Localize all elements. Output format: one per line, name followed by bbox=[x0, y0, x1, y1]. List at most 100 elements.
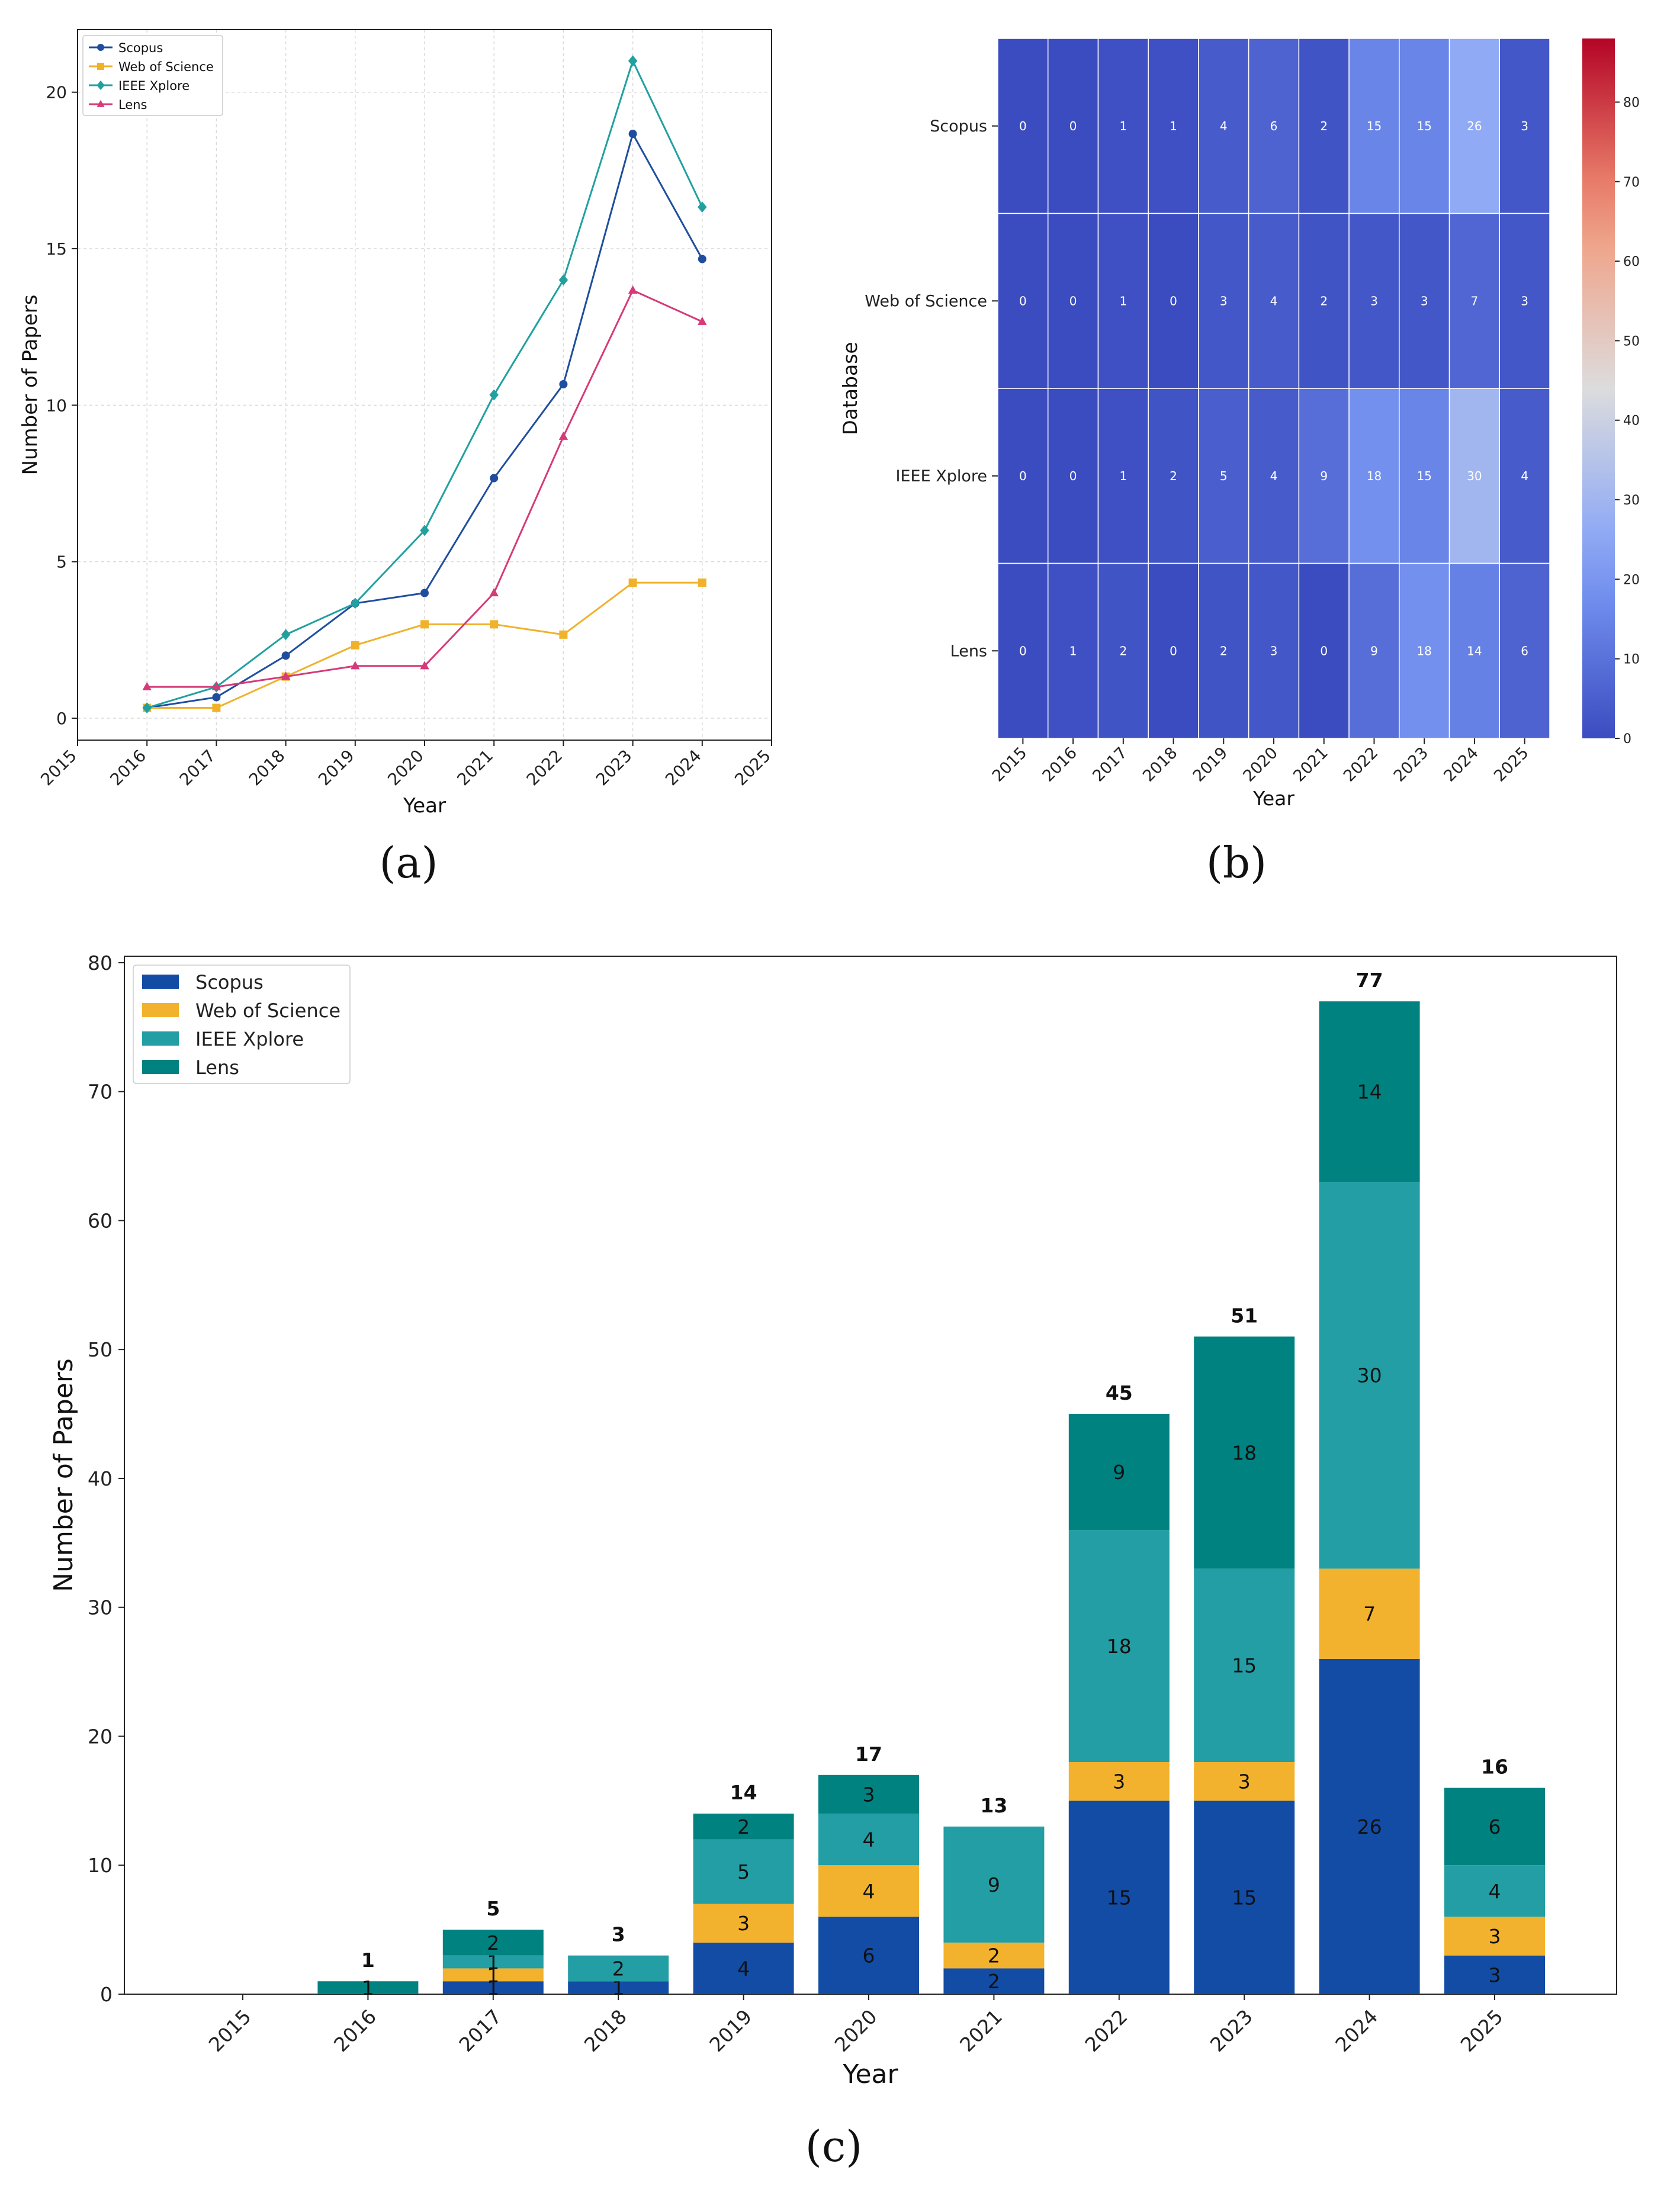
y-tick-label: Web of Science bbox=[865, 292, 987, 310]
heatmap-cell-value: 5 bbox=[1220, 469, 1228, 483]
colorbar-tick-label: 20 bbox=[1623, 573, 1640, 587]
data-point bbox=[420, 620, 429, 629]
y-axis-label: Database bbox=[839, 342, 862, 435]
bar-segment-label: 2 bbox=[612, 1957, 625, 1980]
legend-entry: Lens bbox=[195, 1056, 239, 1079]
bar-segment-ieee-xplore bbox=[818, 1814, 919, 1866]
bar-segment-ieee-xplore bbox=[1068, 1530, 1170, 1763]
heatmap-cell-value: 0 bbox=[1019, 469, 1027, 483]
legend-entry: Scopus bbox=[195, 971, 264, 994]
legend-entry: IEEE Xplore bbox=[195, 1028, 304, 1050]
x-tick-label: 2018 bbox=[1139, 744, 1181, 786]
heatmap-cell bbox=[1047, 562, 1099, 739]
x-tick-label: 2020 bbox=[830, 2005, 882, 2056]
y-tick-label: 50 bbox=[88, 1338, 113, 1361]
bar-segment-label: 5 bbox=[737, 1860, 750, 1883]
bar-total-label: 51 bbox=[1231, 1304, 1258, 1327]
heatmap-cell-value: 9 bbox=[1320, 469, 1328, 483]
x-tick-label: 2017 bbox=[176, 746, 220, 790]
heatmap-cell-value: 15 bbox=[1416, 469, 1431, 483]
y-tick-label: 15 bbox=[46, 239, 67, 259]
bar-segment-label: 15 bbox=[1232, 1654, 1257, 1677]
colorbar-tick-label: 60 bbox=[1623, 255, 1640, 269]
bar-segment-label: 3 bbox=[1489, 1963, 1501, 1986]
legend: Scopus Web of Science IEEE Xplore Lens bbox=[82, 35, 223, 116]
bar-segment-ieee-xplore bbox=[693, 1839, 794, 1904]
bar-segment-label: 4 bbox=[863, 1880, 875, 1903]
bar-total-label: 77 bbox=[1356, 969, 1383, 992]
heatmap-cell bbox=[1448, 388, 1501, 564]
heatmap-cell-value: 2 bbox=[1320, 294, 1328, 308]
x-tick-label: 2018 bbox=[580, 2005, 631, 2056]
heatmap-cell-value: 0 bbox=[1019, 119, 1027, 133]
heatmap-cell-value: 0 bbox=[1069, 469, 1077, 483]
bar-segment-lens bbox=[1319, 1001, 1420, 1182]
colorbar-tick-label: 10 bbox=[1623, 652, 1640, 667]
data-point bbox=[142, 681, 152, 690]
colorbar-tick-label: 50 bbox=[1623, 334, 1640, 349]
data-point bbox=[281, 629, 291, 641]
y-tick-label: 10 bbox=[46, 396, 67, 415]
y-tick-label: 40 bbox=[88, 1467, 113, 1490]
bar-segment-label: 4 bbox=[1489, 1880, 1501, 1903]
heatmap-papers-by-database: 0 0 1 1 4 6 2 15 15 26 30 0 1 0 3 4 2 3 3 7 30 0 1 2 5 4 9 18 15 30 40… bbox=[839, 38, 1640, 810]
bar-total-label: 17 bbox=[855, 1743, 882, 1766]
x-tick-label: 2023 bbox=[592, 746, 636, 790]
bar-segment-scopus bbox=[1194, 1801, 1295, 1994]
heatmap-cell-value: 3 bbox=[1270, 644, 1278, 658]
heatmap-cell bbox=[1198, 562, 1249, 739]
y-tick-label: 60 bbox=[88, 1209, 113, 1232]
x-tick-label: 2019 bbox=[1190, 744, 1232, 786]
legend-marker bbox=[97, 80, 105, 91]
bar-segment-label: 3 bbox=[1238, 1770, 1251, 1793]
heatmap-cell-value: 1 bbox=[1119, 119, 1127, 133]
bar-segment-label: 30 bbox=[1357, 1364, 1382, 1387]
bar-segment-label: 9 bbox=[1113, 1461, 1125, 1484]
x-tick-label: 2016 bbox=[329, 2005, 381, 2056]
heatmap-cell bbox=[1148, 38, 1199, 214]
colorbar-tick-label: 80 bbox=[1623, 95, 1640, 110]
bar-segment-lens bbox=[693, 1814, 794, 1840]
heatmap-cell bbox=[1348, 213, 1400, 389]
heatmap-cell bbox=[1399, 213, 1450, 389]
bar-segment-label: 2 bbox=[487, 1931, 499, 1954]
panel-label-a: (a) bbox=[379, 838, 438, 888]
x-tick-label: 2025 bbox=[1491, 744, 1533, 786]
data-point bbox=[490, 474, 499, 483]
data-point bbox=[489, 588, 499, 597]
heatmap-cell-value: 1 bbox=[1069, 644, 1077, 658]
bar-segment-scopus bbox=[943, 1968, 1045, 1994]
heatmap-cell-value: 1 bbox=[1119, 294, 1127, 308]
heatmap-cell bbox=[1198, 38, 1249, 214]
bar-total-label: 16 bbox=[1481, 1756, 1508, 1779]
y-axis-label: Number of Papers bbox=[18, 295, 42, 475]
heatmap-cell-value: 0 bbox=[1170, 294, 1177, 308]
heatmap-cell bbox=[1198, 213, 1249, 389]
y-tick-label: Scopus bbox=[930, 117, 987, 136]
data-point bbox=[351, 641, 359, 650]
y-tick-label: 20 bbox=[46, 83, 67, 102]
heatmap-cell bbox=[1298, 38, 1350, 214]
heatmap-cell bbox=[1248, 38, 1300, 214]
legend-entry: Web of Science bbox=[118, 60, 214, 74]
heatmap-cell-value: 6 bbox=[1270, 119, 1278, 133]
bar-segment-label: 1 bbox=[612, 1976, 625, 1999]
legend-entry: Web of Science bbox=[195, 999, 341, 1022]
legend-swatch bbox=[142, 1031, 179, 1046]
heatmap-cell-value: 3 bbox=[1521, 294, 1528, 308]
data-point bbox=[211, 681, 221, 690]
x-tick-label: 2017 bbox=[454, 2005, 506, 2056]
bar-segment-lens bbox=[1444, 1788, 1545, 1866]
x-tick-label: 2020 bbox=[1239, 744, 1281, 786]
bar-segment-label: 3 bbox=[1113, 1770, 1125, 1793]
legend-marker bbox=[97, 99, 105, 107]
heatmap-cell-value: 2 bbox=[1320, 119, 1328, 133]
bar-segment-label: 9 bbox=[988, 1873, 1000, 1896]
heatmap-cell bbox=[1248, 388, 1300, 564]
legend-frame bbox=[133, 965, 351, 1084]
y-tick-label: 70 bbox=[88, 1081, 113, 1104]
x-tick-label: 2024 bbox=[1440, 744, 1482, 786]
x-tick-label: 2024 bbox=[661, 746, 705, 790]
heatmap-cell bbox=[1148, 213, 1199, 389]
heatmap-cell-value: 26 bbox=[1467, 119, 1482, 133]
